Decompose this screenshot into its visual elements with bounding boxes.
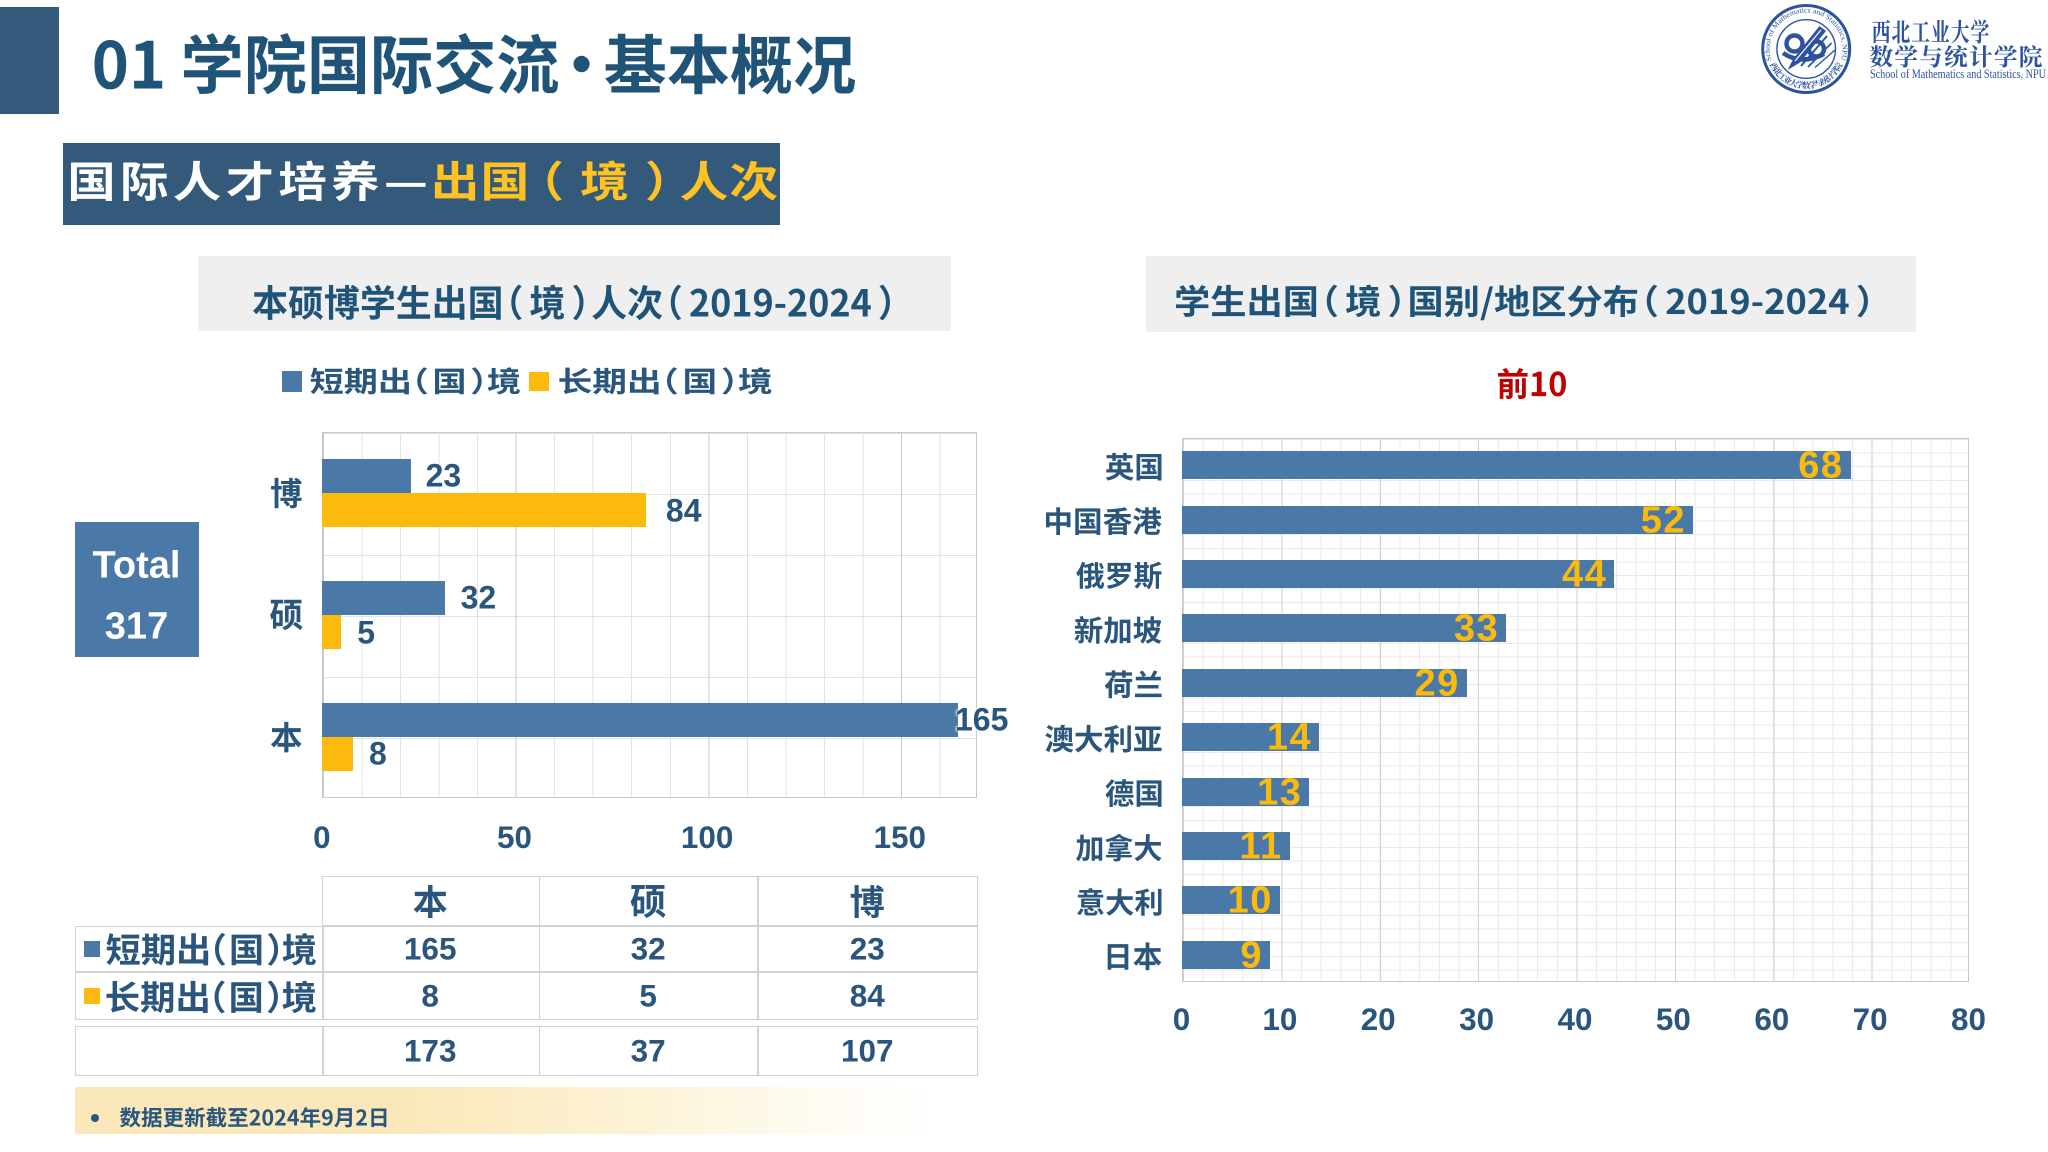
svg-text:School of Mathematics and Stat: School of Mathematics and Statistics, NP…: [1870, 66, 2046, 81]
svg-text:School of Mathematics and Stat: School of Mathematics and Statistics, NP…: [1764, 7, 1849, 63]
